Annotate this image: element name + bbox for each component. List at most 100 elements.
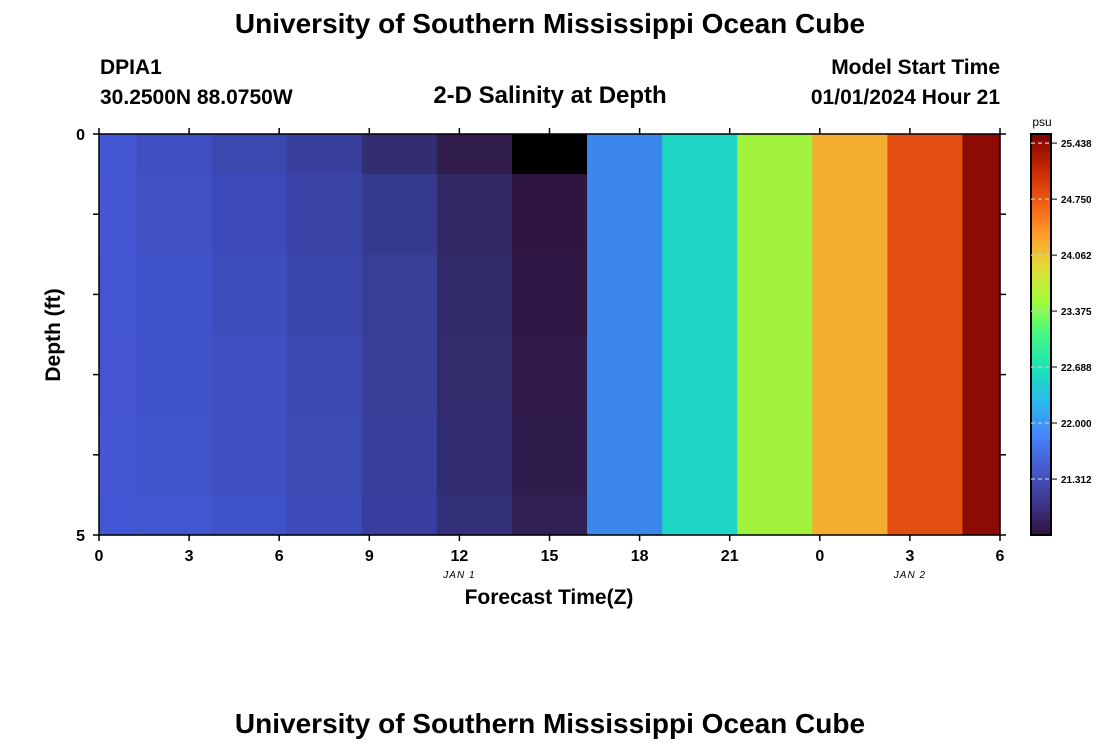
colorbar-tick-label: 21.312	[1061, 475, 1092, 486]
heatmap-cell	[737, 334, 813, 416]
colorbar-tick-label: 23.375	[1061, 307, 1092, 318]
heatmap-cell	[587, 134, 663, 175]
heatmap-cell	[436, 414, 513, 496]
heatmap-cell	[436, 254, 513, 336]
x-tick-label: 9	[365, 548, 374, 565]
heatmap-cell	[361, 494, 438, 536]
x-tick-label: 15	[541, 548, 559, 565]
heatmap-cell	[511, 134, 588, 175]
model-start-label: Model Start Time	[831, 56, 1000, 79]
heatmap-cell	[99, 494, 138, 536]
heatmap-cell	[887, 254, 964, 336]
heatmap-cell	[511, 494, 588, 536]
heatmap-cell	[887, 414, 964, 496]
y-tick-label: 0	[76, 127, 85, 144]
x-tick-label: 0	[815, 548, 824, 565]
heatmap-cell	[99, 134, 138, 175]
x-tick-label: 3	[905, 548, 914, 565]
heatmap-cell	[361, 414, 438, 496]
heatmap-cell	[211, 414, 288, 496]
heatmap-cell	[361, 134, 438, 175]
page-title: University of Southern Mississippi Ocean…	[234, 8, 866, 39]
colorbar: psu 25.438 24.750 24.062 23.375 22.688 22.000…	[1030, 115, 1092, 536]
colorbar-tick-label: 24.062	[1061, 251, 1092, 262]
heatmap-cell	[211, 134, 288, 175]
heatmap-cell	[136, 134, 213, 175]
y-axis: 05	[76, 127, 1006, 545]
heatmap-cell	[136, 494, 213, 536]
heatmap-cell	[887, 174, 964, 255]
heatmap-cell	[812, 174, 888, 255]
x-axis: 0 3 6 9 12 15 18 21 0 3 6 JAN 1 JAN 2	[95, 128, 1005, 581]
heatmap-cell	[511, 334, 588, 416]
heatmap-cell	[662, 174, 738, 255]
colorbar-tick-label: 24.750	[1061, 195, 1092, 206]
heatmap-cell	[286, 414, 363, 496]
heatmap-cell	[211, 174, 288, 255]
heatmap-cell	[587, 414, 663, 496]
x-tick-label: 6	[996, 548, 1005, 565]
heatmap-cell	[737, 174, 813, 255]
heatmap-cell	[136, 414, 213, 496]
colorbar-tick-label: 22.688	[1061, 363, 1092, 374]
heatmap-cell	[962, 134, 1001, 175]
heatmap-cell	[436, 134, 513, 175]
heatmap-cells	[99, 134, 1001, 536]
heatmap-cell	[887, 134, 964, 175]
heatmap-cell	[136, 174, 213, 255]
x-tick-label: 18	[631, 548, 649, 565]
heatmap-cell	[812, 414, 888, 496]
x-tick-label: 12	[451, 548, 469, 565]
heatmap-cell	[737, 254, 813, 336]
heatmap-cell	[962, 414, 1001, 496]
heatmap-cell	[662, 254, 738, 336]
heatmap-cell	[737, 414, 813, 496]
heatmap-cell	[436, 334, 513, 416]
heatmap-cell	[361, 334, 438, 416]
heatmap-cell	[286, 174, 363, 255]
heatmap-cell	[361, 254, 438, 336]
colorbar-tick-label: 22.000	[1061, 419, 1092, 430]
colorbar-gradient	[1030, 133, 1052, 536]
station-coordinates: 30.2500N 88.0750W	[100, 86, 293, 109]
x-tick-label: 0	[95, 548, 104, 565]
heatmap-cell	[136, 254, 213, 336]
heatmap-cell	[286, 334, 363, 416]
footer-title: University of Southern Mississippi Ocean…	[234, 708, 866, 739]
heatmap-cell	[812, 334, 888, 416]
colorbar-unit: psu	[1032, 115, 1051, 129]
heatmap-cell	[812, 254, 888, 336]
heatmap-cell	[511, 174, 588, 255]
heatmap-cell	[99, 254, 138, 336]
heatmap-cell	[662, 414, 738, 496]
x-date-label: JAN 1	[442, 570, 475, 581]
heatmap-cell	[887, 494, 964, 536]
heatmap-cell	[286, 494, 363, 536]
heatmap-cell	[211, 494, 288, 536]
x-tick-label: 3	[185, 548, 194, 565]
heatmap-cell	[99, 414, 138, 496]
heatmap-cell	[587, 254, 663, 336]
x-tick-label: 21	[721, 548, 739, 565]
heatmap-cell	[587, 174, 663, 255]
station-id: DPIA1	[100, 56, 162, 79]
heatmap-cell	[99, 334, 138, 416]
x-tick-label: 6	[275, 548, 284, 565]
heatmap-cell	[286, 254, 363, 336]
heatmap-cell	[962, 494, 1001, 536]
heatmap-cell	[587, 494, 663, 536]
heatmap-cell	[887, 334, 964, 416]
colorbar-tick-label: 25.438	[1061, 139, 1092, 150]
x-date-label: JAN 2	[893, 570, 926, 581]
model-start-value: 01/01/2024 Hour 21	[810, 86, 1000, 109]
heatmap-cell	[587, 334, 663, 416]
heatmap-cell	[962, 174, 1001, 255]
y-tick-label: 5	[76, 528, 85, 545]
heatmap-cell	[99, 174, 138, 255]
heatmap-cell	[737, 134, 813, 175]
heatmap-cell	[436, 494, 513, 536]
heatmap-cell	[662, 334, 738, 416]
heatmap-cell	[812, 134, 888, 175]
heatmap-cell	[436, 174, 513, 255]
